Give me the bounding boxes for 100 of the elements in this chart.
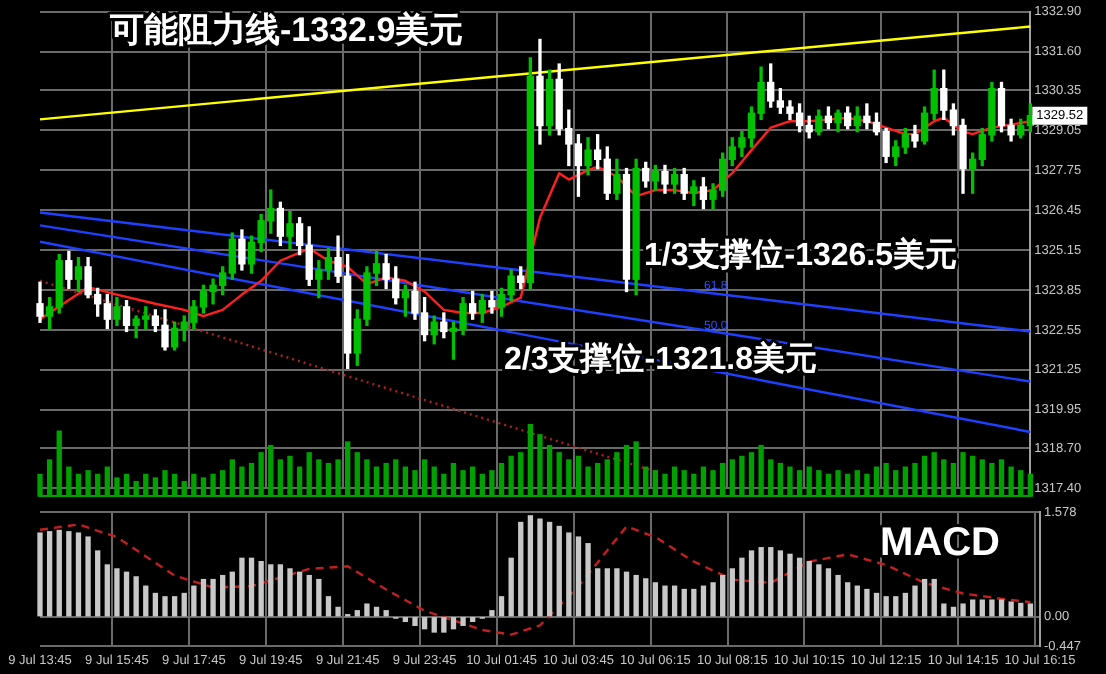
bar [95,550,101,617]
bar [277,564,284,617]
line-series [38,523,1032,636]
bar [854,585,860,617]
bar [806,560,812,617]
bar [123,571,130,617]
bar [768,547,774,617]
bar [114,568,120,617]
bar [623,571,630,617]
bar [566,532,572,617]
bar [604,568,610,617]
bar [220,574,226,617]
bar [239,557,245,617]
bar [720,574,726,617]
bar [450,617,457,630]
bar [960,603,966,617]
bar [46,531,53,617]
bar [37,532,43,617]
bar [258,560,264,617]
bar [729,568,735,617]
bar [421,617,428,630]
bar [296,571,303,617]
bar [893,596,899,617]
bar [998,599,1005,617]
bar [556,525,562,617]
bar [171,596,178,617]
bar [412,617,418,627]
bar [633,574,639,617]
bar [191,585,197,617]
bar [133,576,139,617]
bar [595,568,601,617]
bar [979,599,985,617]
bar [104,564,110,617]
bar [845,582,851,617]
bar [181,592,187,617]
bar [681,588,687,617]
bar [941,603,947,617]
bar [470,617,476,623]
bar [691,588,697,617]
bar [835,574,841,617]
bar [537,518,543,617]
bar [700,585,707,617]
bar [268,564,274,617]
bar [1018,602,1024,617]
annotation: 可能阻力线-1332.9美元 [108,11,464,50]
bar [162,596,168,617]
bar [546,521,553,617]
bar [325,596,332,617]
bar [210,578,216,617]
bar [643,578,649,617]
bar [748,550,755,617]
bar [354,610,360,617]
bar [739,557,745,617]
bar [441,617,447,633]
bar [671,585,678,617]
bar [652,582,659,617]
bar [66,531,72,617]
bar [402,617,409,623]
bar [902,592,909,617]
annotation: 1/3支撑位-1326.5美元 [644,234,958,273]
bar [143,585,149,617]
bar [75,532,82,617]
bar [152,592,159,617]
bar [883,596,889,617]
bar [931,578,937,617]
bar [787,553,793,617]
bar [796,557,803,617]
bar [431,617,437,633]
bar [306,574,312,617]
bar [200,578,207,617]
bar [460,617,466,627]
bar [287,568,293,617]
bar [229,571,235,617]
bar [825,568,832,617]
bar [921,578,928,617]
bar [508,557,514,617]
bar [56,529,62,617]
bar [518,521,524,617]
bar [662,585,668,617]
bar [614,568,620,617]
bar [85,536,91,617]
bar [585,543,591,617]
bar [912,585,918,617]
bar [1027,603,1034,617]
bar [989,599,995,617]
bar [364,603,370,617]
bar [816,564,822,617]
bar [248,557,255,617]
bar [527,515,534,617]
bar [864,588,870,617]
bar [489,610,495,617]
bar [777,550,784,617]
bar [970,599,976,617]
bar [1008,601,1014,617]
bar [498,596,505,617]
bar [316,578,322,617]
bar [383,610,389,617]
bar [575,536,582,617]
bar [335,606,341,617]
bar [873,592,880,617]
